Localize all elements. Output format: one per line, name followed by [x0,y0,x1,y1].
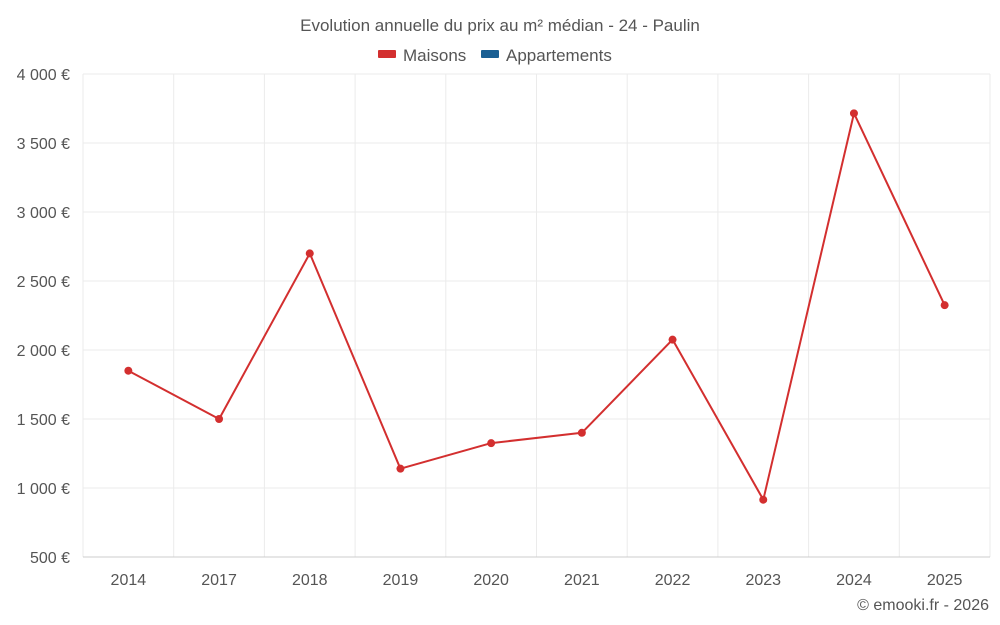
series-line-maisons [127,112,946,501]
y-axis-ticks: 500 € 1 000 € 1 500 € 2 000 € 2 500 € 3 000 €… [17,67,70,567]
data-point-maisons[interactable] [487,439,496,448]
data-point-maisons[interactable] [577,428,586,437]
legend-swatch-maisons [378,50,396,58]
x-tick-label: 2014 [111,572,147,589]
x-axis-ticks: 2014 2017 2018 2019 2020 2021 2022 2023 2024 2025 [111,572,963,589]
data-point-maisons[interactable] [849,109,858,118]
y-tick-label: 1 500 € [17,412,70,429]
legend-label-appartements: Appartements [506,46,612,65]
x-tick-label: 2020 [473,572,509,589]
x-tick-label: 2018 [292,572,328,589]
data-point-maisons[interactable] [124,366,133,375]
y-tick-label: 3 500 € [17,136,70,153]
data-point-maisons[interactable] [305,249,314,258]
data-point-maisons[interactable] [396,464,405,473]
x-tick-label: 2024 [836,572,872,589]
y-tick-label: 1 000 € [17,481,70,498]
x-tick-label: 2023 [745,572,781,589]
x-tick-label: 2019 [383,572,419,589]
data-point-maisons[interactable] [759,495,768,504]
y-tick-label: 2 000 € [17,343,70,360]
y-tick-label: 4 000 € [17,67,70,84]
y-tick-label: 500 € [30,550,70,567]
legend-label-maisons: Maisons [403,46,466,65]
series-points [124,109,949,504]
data-point-maisons[interactable] [668,335,677,344]
x-tick-label: 2022 [655,572,691,589]
x-tick-label: 2017 [201,572,237,589]
credit-text: © emooki.fr - 2026 [857,597,989,614]
data-point-maisons[interactable] [215,415,224,423]
series-lines [127,112,946,501]
chart-title: Evolution annuelle du prix au m² médian … [300,16,700,35]
x-tick-label: 2021 [564,572,600,589]
y-tick-label: 2 500 € [17,274,70,291]
legend-item-maisons[interactable]: Maisons [378,46,466,65]
data-point-maisons[interactable] [940,301,949,310]
x-tick-label: 2025 [927,572,963,589]
legend-swatch-appartements [481,50,499,58]
x-gridlines [82,74,991,557]
legend: Maisons Appartements [378,46,612,65]
legend-item-appartements[interactable]: Appartements [481,46,612,65]
y-tick-label: 3 000 € [17,205,70,222]
